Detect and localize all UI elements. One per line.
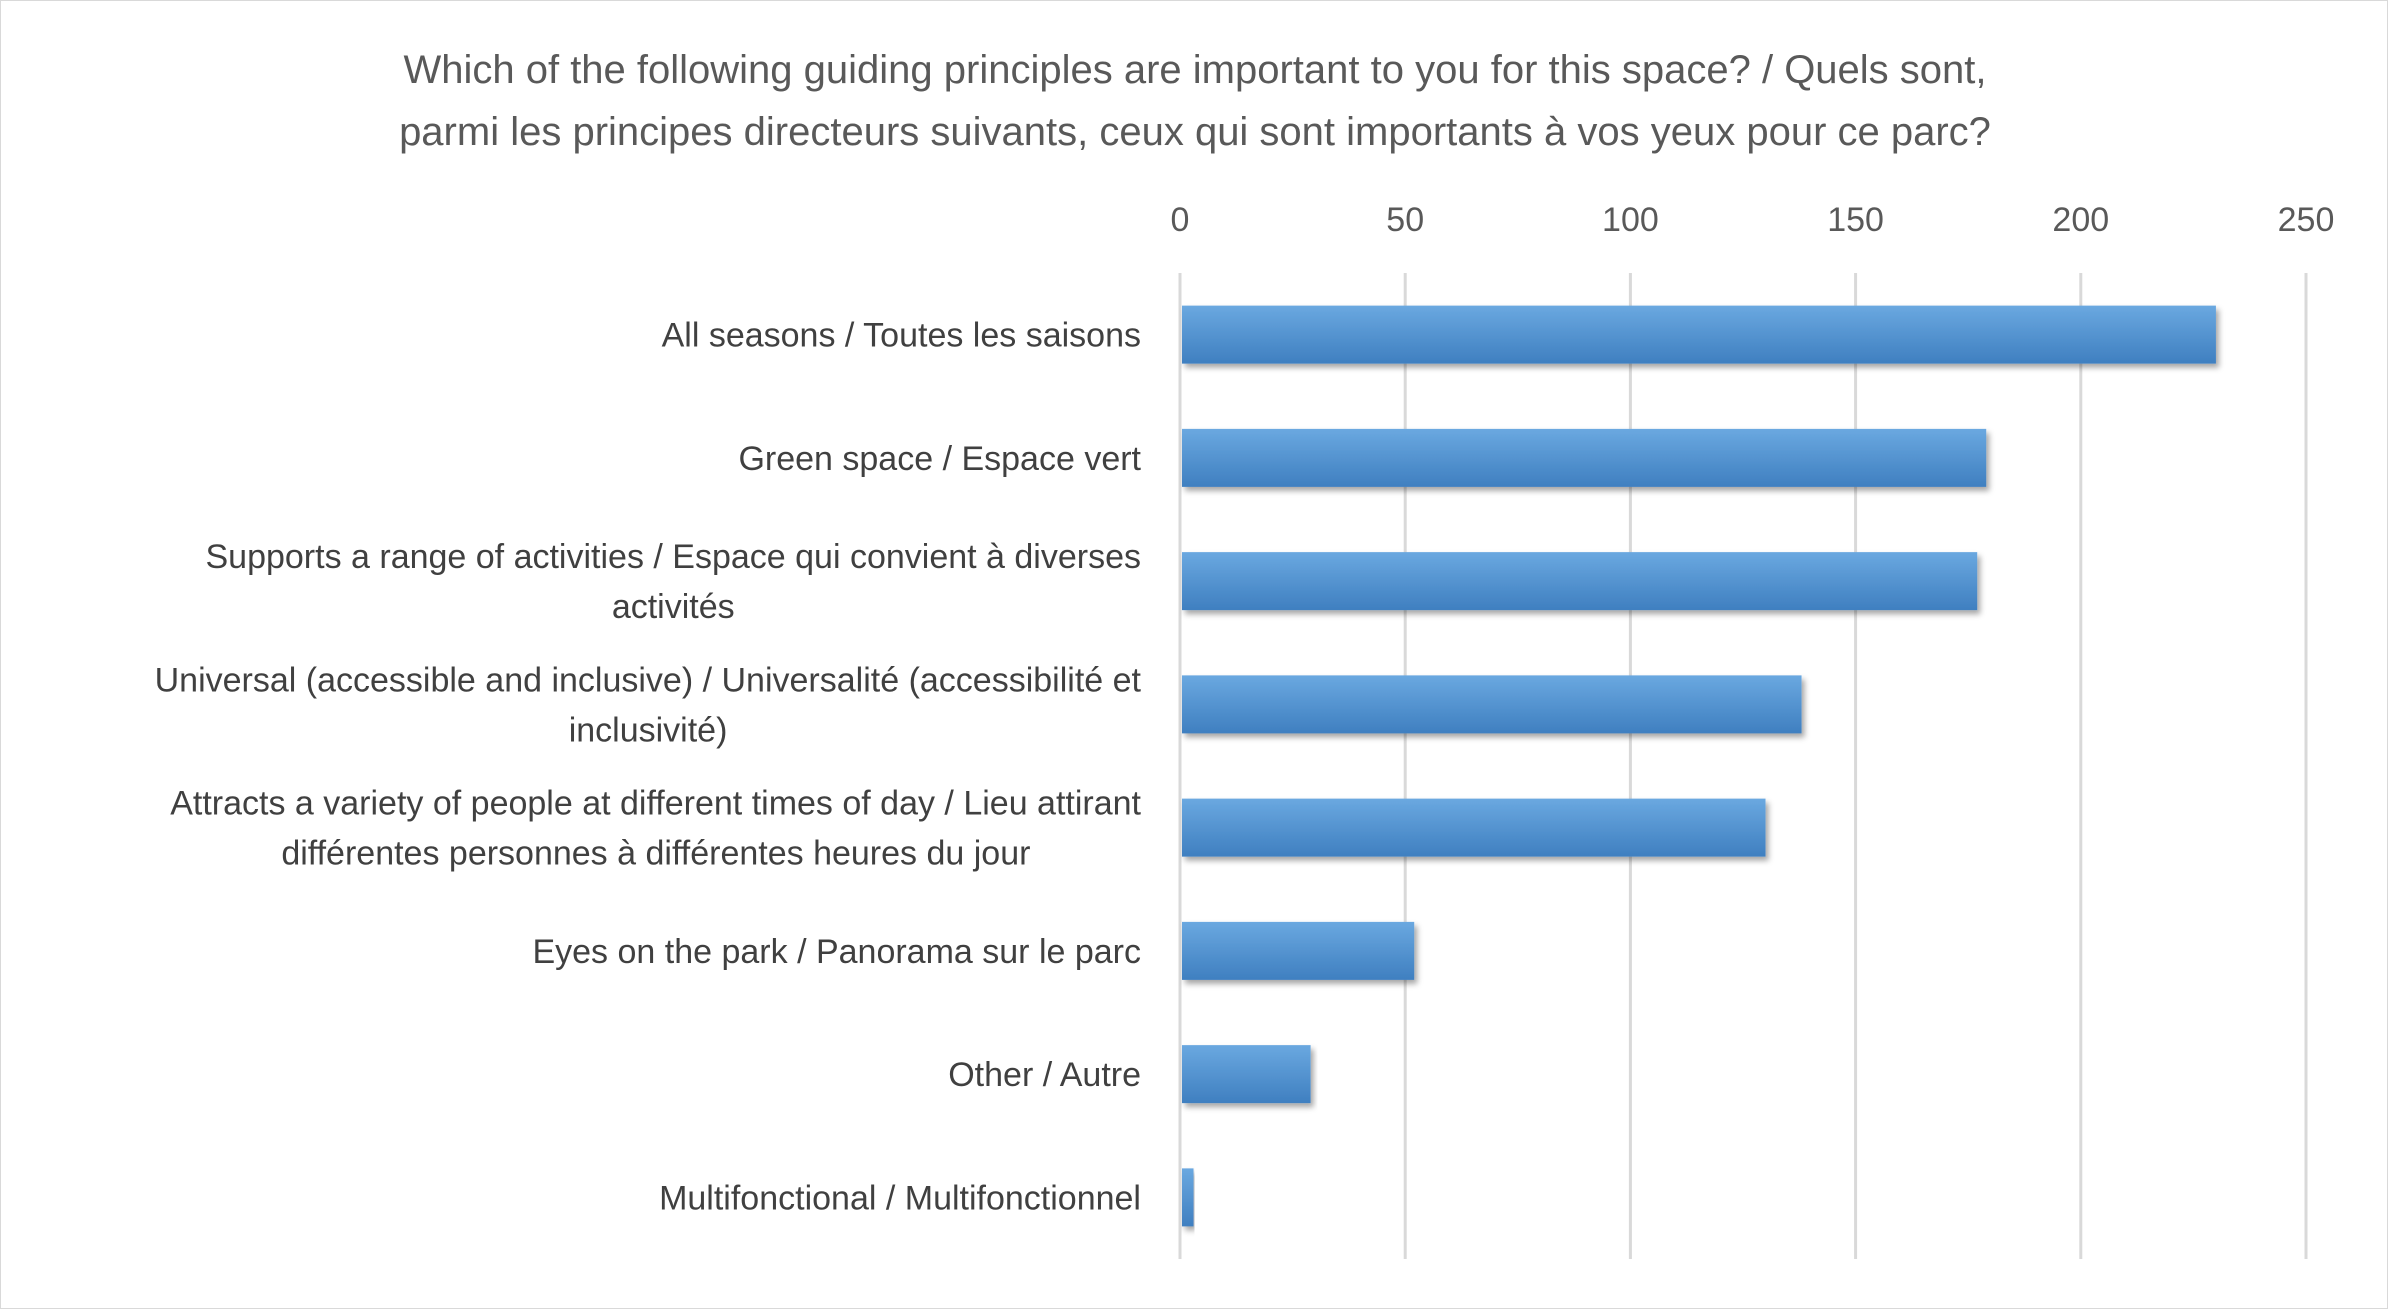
x-tick-label: 50 — [1386, 201, 1424, 239]
chart-title-line: parmi les principes directeurs suivants,… — [399, 110, 1991, 154]
category-label: inclusivité) — [569, 711, 728, 749]
category-label: Supports a range of activities / Espace … — [205, 538, 1141, 576]
x-tick-label: 250 — [2278, 201, 2335, 239]
category-label: Universal (accessible and inclusive) / U… — [155, 661, 1142, 699]
bars — [1182, 305, 2216, 1227]
category-label: Other / Autre — [948, 1056, 1141, 1094]
bar — [1182, 1045, 1311, 1104]
chart-title-line: Which of the following guiding principle… — [403, 48, 1986, 92]
x-tick-label: 0 — [1171, 201, 1190, 239]
x-tick-label: 200 — [2052, 201, 2109, 239]
gridlines — [1178, 273, 2308, 1259]
chart-title: Which of the following guiding principle… — [399, 48, 1991, 154]
bar — [1182, 798, 1766, 857]
category-labels: All seasons / Toutes les saisons Green sp… — [155, 317, 1142, 1218]
category-label: Green space / Espace vert — [738, 440, 1141, 478]
category-label: Attracts a variety of people at differen… — [170, 785, 1141, 823]
bar — [1182, 305, 2216, 364]
category-label: différentes personnes à différentes heur… — [281, 835, 1030, 873]
category-label: All seasons / Toutes les saisons — [662, 317, 1141, 355]
category-label: activités — [612, 588, 735, 626]
bar — [1182, 921, 1415, 980]
bar — [1182, 428, 1987, 487]
category-label: Multifonctional / Multifonctionnel — [659, 1179, 1141, 1217]
x-tick-label: 150 — [1827, 201, 1884, 239]
bar — [1182, 675, 1802, 734]
x-tick-label: 100 — [1602, 201, 1659, 239]
bar — [1182, 1168, 1194, 1227]
bar — [1182, 552, 1978, 611]
x-axis-ticks: 0 50 100 150 200 250 — [1171, 201, 2335, 239]
category-label: Eyes on the park / Panorama sur le parc — [532, 933, 1141, 971]
